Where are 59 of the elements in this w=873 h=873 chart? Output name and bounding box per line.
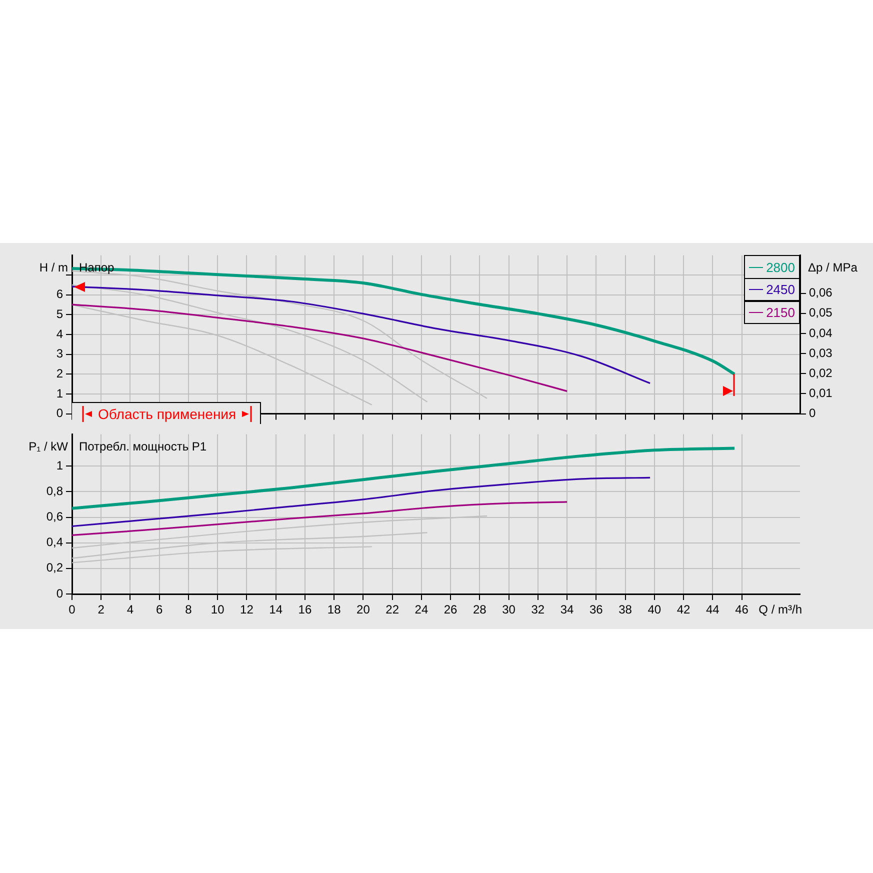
x-tick-label: 4 (126, 602, 134, 617)
annotation: Область применения (98, 406, 236, 422)
x-tick-label: 20 (356, 602, 370, 617)
y-tick-label: 0,4 (46, 535, 64, 550)
y-tick-label: 5 (56, 306, 64, 321)
note-box: Область применения (72, 402, 262, 424)
x-tick-label: 30 (502, 602, 516, 617)
line-series (72, 304, 568, 392)
y-tick-label: 1 (56, 458, 64, 472)
x-tick-label: 2 (98, 602, 105, 617)
y-axis-title: H / m (39, 260, 68, 275)
x-tick-label: 14 (269, 602, 283, 617)
y-tick-label: 3 (56, 346, 64, 361)
legend-label: 2150 (766, 304, 795, 320)
x-tick-label: 28 (473, 602, 487, 617)
x-tick-label: 36 (589, 602, 604, 617)
y-tick-label: 0 (56, 406, 64, 420)
y-tick-label: 0,6 (46, 510, 64, 524)
x-axis-title: Q / m³/h (758, 602, 802, 616)
y-tick-label: 4 (56, 326, 64, 341)
y-tick-label: 1 (56, 386, 64, 400)
y-tick-label: 6 (56, 287, 64, 302)
x-tick-label: 46 (735, 602, 749, 617)
x-tick-label: 42 (676, 602, 691, 617)
y-tick-label: 0,2 (46, 560, 64, 575)
text: Потребл. мощность P1 (79, 440, 207, 454)
y2-tick-label: 0,06 (809, 286, 833, 300)
x-tick-label: 22 (386, 602, 400, 617)
x-tick-label: 8 (185, 602, 192, 617)
legend-label: 2450 (766, 282, 795, 297)
x-tick-label: 16 (298, 602, 312, 617)
y2-tick-label: 0,02 (809, 366, 833, 380)
x-tick-label: 6 (156, 602, 164, 617)
x-tick-label: 34 (560, 602, 574, 617)
line-series (72, 501, 568, 536)
x-tick-label: 24 (414, 602, 428, 617)
x-tick-label: 26 (444, 602, 458, 617)
legend-label: 2800 (766, 260, 795, 274)
x-tick-label: 0 (68, 602, 76, 617)
x-tick-label: 32 (531, 602, 545, 617)
y2-tick-label: 0,01 (809, 386, 833, 400)
y-axis-title: P₁ / kW (28, 440, 69, 454)
line-series (72, 476, 651, 528)
y2-tick-label: 0,04 (809, 326, 833, 340)
y2-tick-label: 0,05 (809, 306, 833, 320)
line-series (72, 286, 651, 384)
x-tick-label: 38 (618, 602, 632, 617)
y-tick-label: 2 (56, 366, 64, 380)
x-tick-label: 18 (327, 602, 342, 617)
x-tick-label: 44 (706, 602, 720, 617)
y2-tick-label: 0 (809, 406, 816, 420)
text: Напор (79, 260, 115, 275)
y-tick-label: 0 (56, 586, 64, 600)
y2-tick-label: 0,03 (809, 346, 833, 360)
x-tick-label: 12 (240, 602, 254, 617)
x-tick-label: 40 (648, 602, 662, 617)
y2-axis-title: Δp / MPa (808, 260, 858, 275)
x-tick-label: 10 (210, 602, 225, 617)
y-tick-label: 0,8 (46, 484, 64, 498)
